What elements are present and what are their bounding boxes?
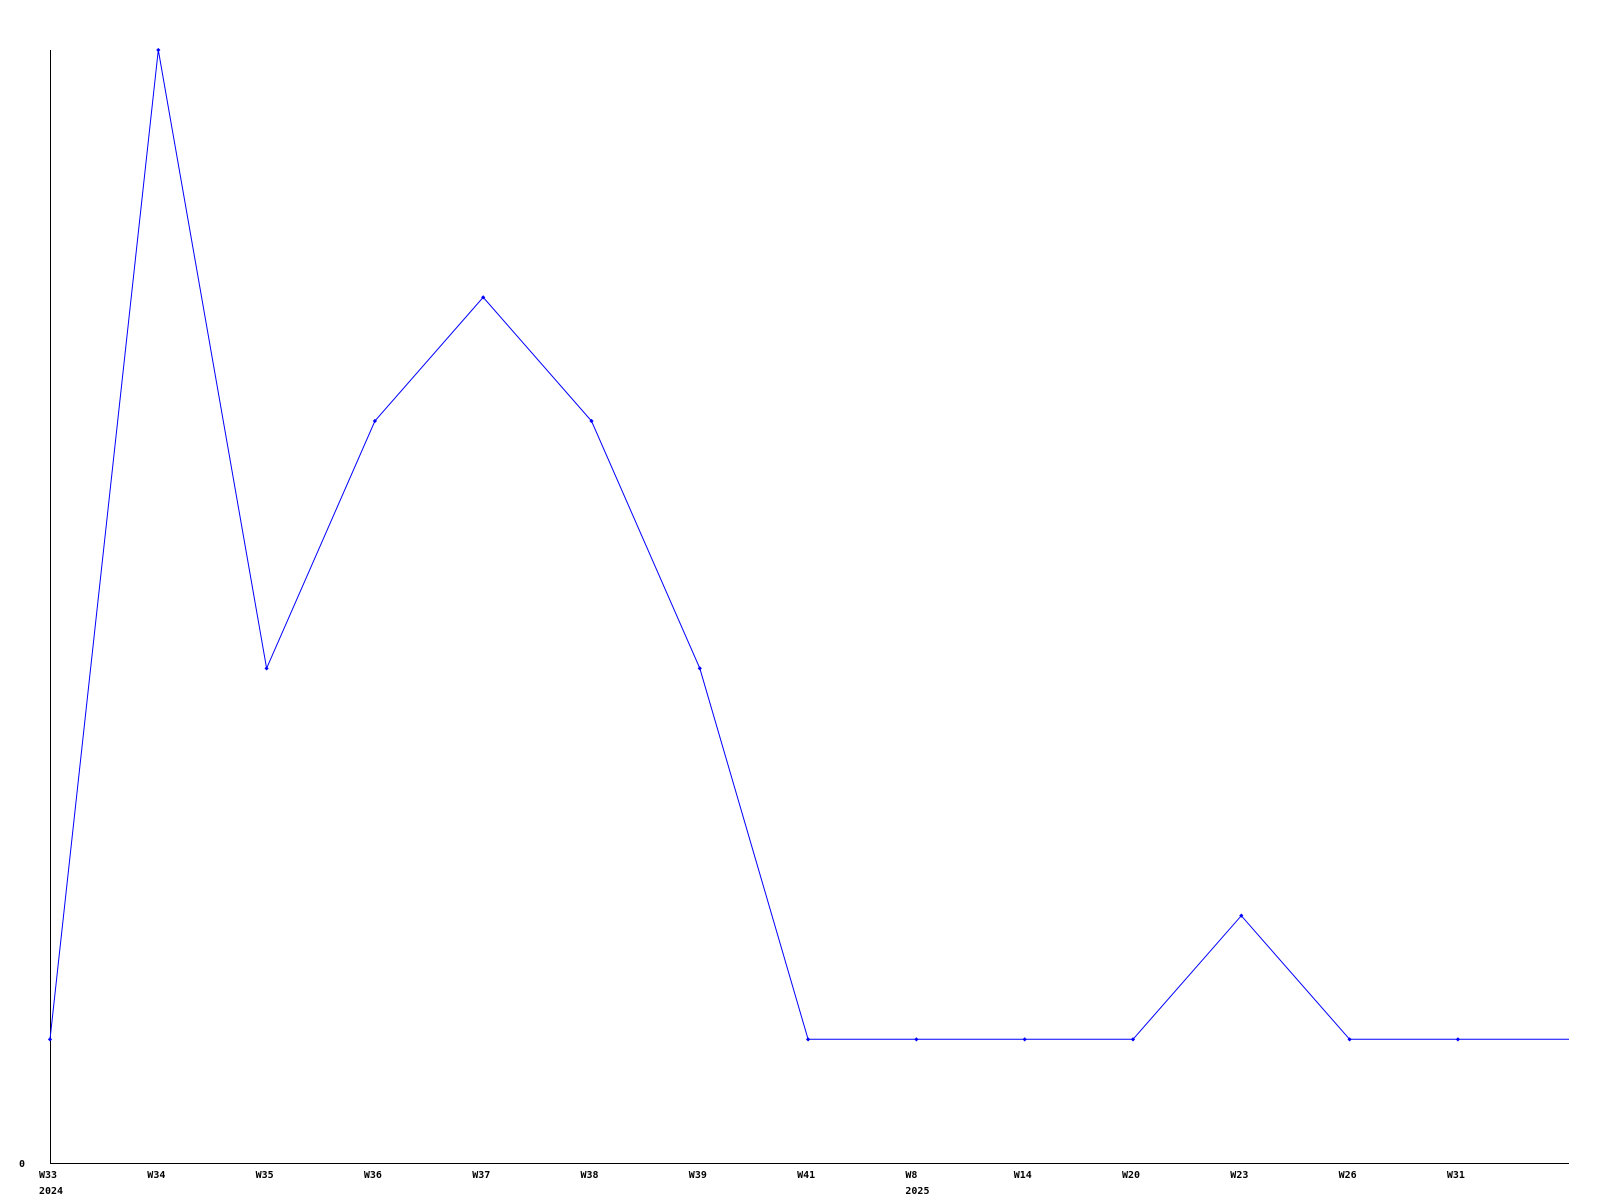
x-tick-label: W20 bbox=[1122, 1170, 1140, 1181]
x-tick-label: W38 bbox=[581, 1170, 599, 1181]
x-tick-label: W31 bbox=[1447, 1170, 1465, 1181]
x-tick-label: W36 bbox=[364, 1170, 382, 1181]
data-point-W37 bbox=[481, 295, 486, 300]
x-tick-label: W34 bbox=[147, 1170, 165, 1181]
data-point-W14 bbox=[1022, 1037, 1027, 1042]
data-point-W36 bbox=[372, 418, 378, 424]
x-tick-label: W37 bbox=[472, 1170, 490, 1181]
y-tick-label-0: 0 bbox=[19, 1159, 25, 1170]
data-point-W35 bbox=[264, 666, 269, 671]
x-tick-label: W23 bbox=[1230, 1170, 1248, 1181]
data-point-W8 bbox=[914, 1037, 919, 1042]
data-point-W41 bbox=[805, 1037, 811, 1042]
data-point-W38 bbox=[589, 418, 594, 424]
x-tick-label: W14 bbox=[1014, 1170, 1032, 1181]
series-line bbox=[49, 49, 1569, 1040]
x-tick-label: W8 bbox=[905, 1170, 917, 1181]
x-tick-label: W33 bbox=[39, 1170, 57, 1181]
x-year-label: 2024 bbox=[39, 1186, 63, 1197]
data-point-W31 bbox=[1455, 1037, 1461, 1042]
data-point-W23 bbox=[1239, 913, 1244, 918]
x-tick-label: W41 bbox=[797, 1170, 815, 1181]
x-tick-label: W26 bbox=[1339, 1170, 1357, 1181]
x-tick-label: W35 bbox=[256, 1170, 274, 1181]
data-point-W39 bbox=[697, 666, 702, 671]
data-point-W26 bbox=[1347, 1037, 1352, 1042]
data-point-W34 bbox=[156, 47, 161, 53]
x-tick-label: W39 bbox=[689, 1170, 707, 1181]
data-point-W20 bbox=[1130, 1037, 1136, 1042]
data-point-W33 bbox=[47, 1037, 53, 1042]
x-year-label: 2025 bbox=[905, 1186, 929, 1197]
